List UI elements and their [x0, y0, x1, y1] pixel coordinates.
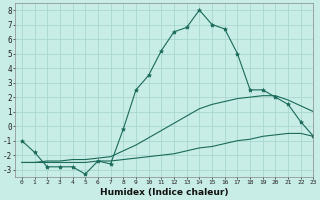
X-axis label: Humidex (Indice chaleur): Humidex (Indice chaleur) — [100, 188, 229, 197]
